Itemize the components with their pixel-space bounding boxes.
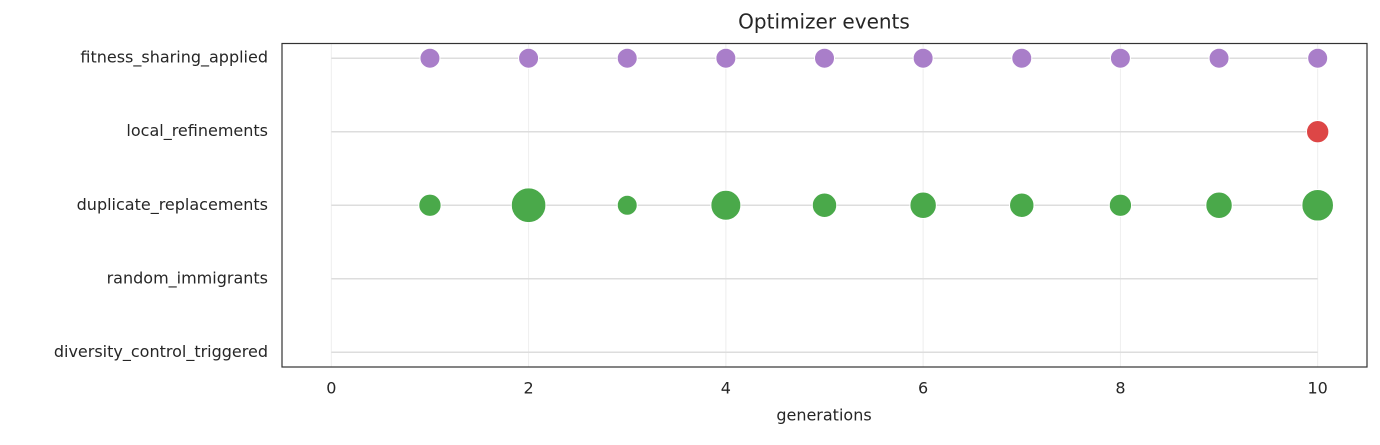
x-tick-label: 4 (721, 379, 731, 398)
y-tick-label: fitness_sharing_applied (80, 48, 268, 68)
event-bubble (912, 47, 934, 69)
event-bubble (616, 194, 638, 216)
event-bubble (510, 187, 547, 224)
axes-frame (281, 42, 1368, 368)
event-bubble (419, 47, 441, 69)
event-bubble (715, 47, 737, 69)
event-bubble (1307, 47, 1329, 69)
event-bubble (710, 189, 742, 221)
x-tick-label: 6 (918, 379, 928, 398)
event-bubble (811, 192, 838, 218)
y-tick-label: diversity_control_triggered (54, 342, 268, 362)
event-bubble (1208, 47, 1230, 69)
event-bubble (1009, 192, 1035, 218)
event-bubble (1011, 47, 1033, 69)
x-tick-label: 0 (326, 379, 336, 398)
event-bubble (1205, 191, 1233, 219)
chart-title: Optimizer events (738, 10, 910, 34)
event-bubble (1301, 188, 1334, 222)
x-tick-label: 8 (1115, 379, 1125, 398)
x-tick-label: 2 (523, 379, 533, 398)
y-tick-label: local_refinements (126, 121, 268, 141)
x-tick-label: 10 (1308, 379, 1328, 398)
x-axis-label: generations (776, 406, 871, 425)
plot-area (331, 47, 1334, 354)
event-bubble (616, 47, 638, 69)
event-bubble (909, 191, 937, 219)
event-bubble (1108, 193, 1133, 217)
y-tick-label: random_immigrants (107, 268, 268, 288)
event-bubble (1306, 120, 1330, 144)
event-bubble (418, 193, 442, 217)
y-tick-label: duplicate_replacements (77, 195, 268, 215)
event-bubble (1109, 47, 1131, 69)
event-bubble (814, 47, 835, 69)
event-bubble (518, 47, 540, 69)
